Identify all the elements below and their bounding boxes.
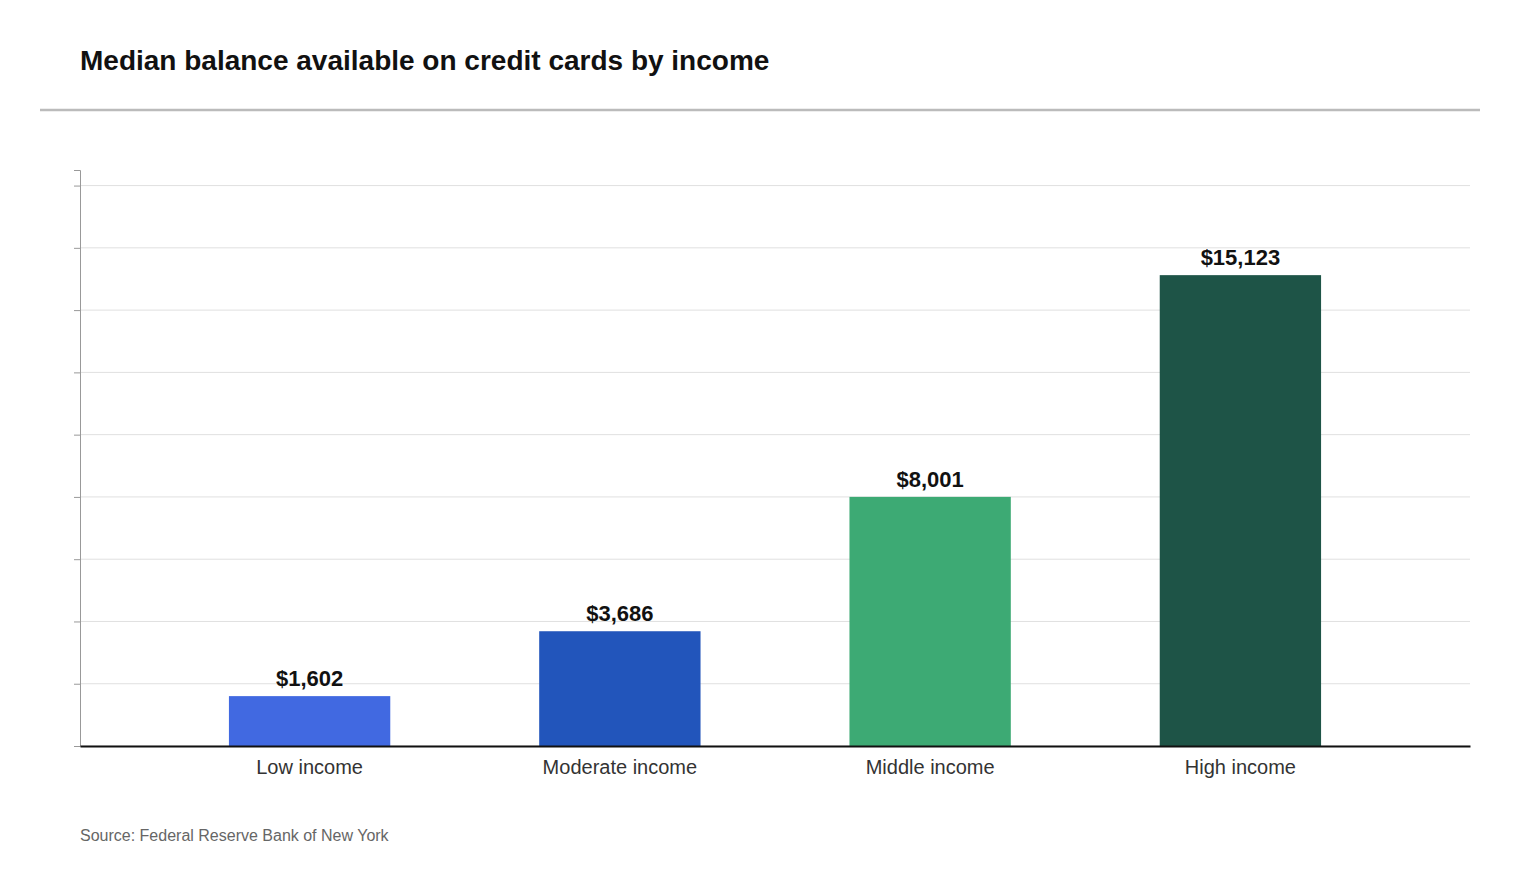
y-tick-mark	[74, 248, 80, 249]
grid-line	[80, 746, 1470, 747]
y-tick-mark	[74, 435, 80, 436]
title: Median balance available on credit cards…	[80, 45, 769, 76]
annotation: Source: Federal Reserve Bank of New York	[80, 827, 390, 844]
y-tick-mark	[74, 621, 80, 622]
bar	[1160, 275, 1321, 746]
x-tick-label: Low income	[256, 756, 363, 778]
data-label: $8,001	[896, 467, 963, 492]
y-tick	[74, 746, 80, 747]
chart: Median balance available on credit cards…	[0, 0, 1520, 876]
data-labels: $1,602 $3,686 $8,001 $15,123	[276, 245, 1280, 691]
bars	[229, 275, 1321, 746]
y-tick	[74, 186, 80, 187]
x-tick-label: Middle income	[866, 756, 995, 778]
plot: Low income Moderate income Middle income Hi…	[74, 171, 1471, 779]
y-tick	[74, 621, 80, 622]
x-axis-line	[81, 746, 1471, 748]
bar	[229, 696, 390, 746]
grid	[80, 186, 1470, 746]
x-tick-label: Moderate income	[543, 756, 698, 778]
y-axis-line	[74, 171, 81, 747]
y-tick-mark	[74, 559, 80, 560]
separator	[40, 109, 1480, 112]
data-label: $3,686	[586, 601, 653, 626]
y-tick	[74, 684, 80, 685]
y-tick	[74, 435, 80, 436]
x-tick: Low income	[256, 746, 363, 778]
bar	[849, 497, 1010, 746]
bar	[539, 631, 700, 746]
grid-line	[80, 185, 1470, 186]
y-tick-mark	[74, 746, 80, 747]
y-tick	[74, 372, 80, 373]
x-tick: Middle income	[866, 746, 995, 778]
y-axis	[74, 171, 81, 747]
y-tick-mark	[74, 497, 80, 498]
y-tick-mark	[74, 684, 80, 685]
y-tick	[74, 497, 80, 498]
y-tick	[74, 310, 80, 311]
y-tick	[74, 248, 80, 249]
y-tick	[74, 559, 80, 560]
x-tick-label: High income	[1185, 756, 1296, 778]
data-label: $15,123	[1201, 245, 1281, 270]
x-axis: Low income Moderate income Middle income Hi…	[81, 746, 1471, 778]
y-tick-mark	[74, 310, 80, 311]
x-tick: Moderate income	[543, 746, 698, 778]
x-tick: High income	[1185, 746, 1296, 778]
data-label: $1,602	[276, 666, 343, 691]
y-tick-mark	[74, 372, 80, 373]
y-tick-mark	[74, 186, 80, 187]
